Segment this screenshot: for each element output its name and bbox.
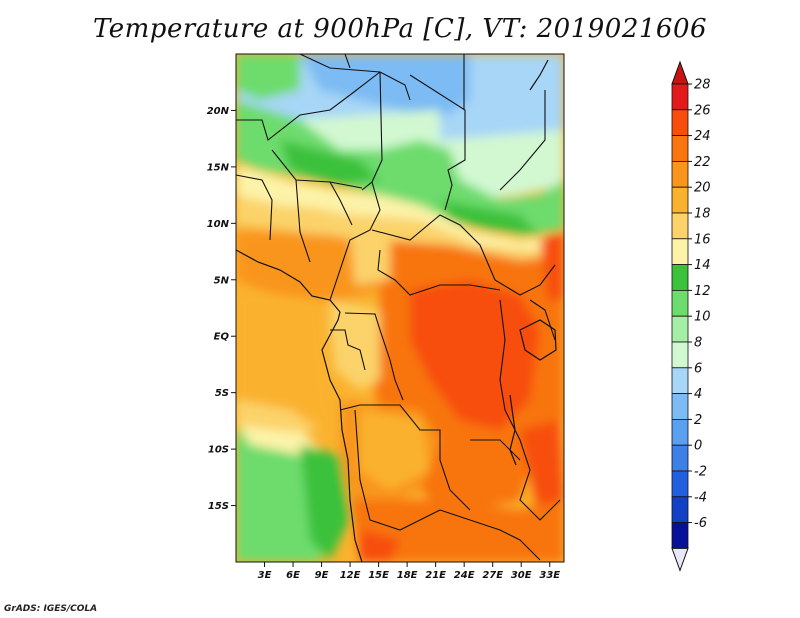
x-tick-label: 6E xyxy=(286,570,300,581)
colorbar-top-arrow xyxy=(671,60,689,85)
colorbar-segment xyxy=(671,341,689,369)
colorbar-bottom-arrow xyxy=(671,547,689,572)
colorbar-segment xyxy=(671,418,689,446)
colorbar-segment xyxy=(671,212,689,240)
colorbar-label: -4 xyxy=(694,490,707,505)
colorbar-label: 24 xyxy=(694,129,711,144)
colorbar-segment xyxy=(671,264,689,291)
colorbar-segment xyxy=(671,109,689,137)
colorbar-label: 2 xyxy=(694,413,702,428)
colorbar-label: 22 xyxy=(694,155,711,170)
x-tick-label: 21E xyxy=(425,570,446,581)
colorbar-segment xyxy=(671,367,689,394)
y-tick-label: 20N xyxy=(207,106,230,117)
colorbar-label: -2 xyxy=(694,465,707,480)
colorbar-segment xyxy=(671,393,689,420)
x-axis-ticks: 3E 6E 9E 12E 15E 18E 21E 24E 27E 30E 33E xyxy=(258,562,560,581)
colorbar-label: 28 xyxy=(694,78,711,93)
x-tick-label: 33E xyxy=(539,570,560,581)
colorbar-segment xyxy=(671,522,689,549)
colorbar-segment xyxy=(671,135,689,162)
colorbar-label: 4 xyxy=(694,387,702,402)
x-tick-label: 15E xyxy=(368,570,389,581)
colorbar-label: 16 xyxy=(694,232,711,247)
colorbar-segment xyxy=(671,238,689,266)
country-boundaries xyxy=(236,54,561,561)
x-tick-label: 24E xyxy=(454,570,475,581)
y-tick-label: EQ xyxy=(214,332,230,343)
colorbar-label: 10 xyxy=(694,310,711,325)
colorbar-label: 12 xyxy=(694,284,711,299)
grads-credit: GrADS: IGES/COLA xyxy=(4,604,98,614)
x-tick-label: 30E xyxy=(511,570,532,581)
y-tick-label: 5S xyxy=(215,388,229,399)
x-tick-label: 18E xyxy=(397,570,418,581)
colorbar-segment xyxy=(671,496,689,523)
y-tick-label: 15S xyxy=(208,501,229,512)
x-tick-label: 3E xyxy=(258,570,272,581)
x-tick-label: 9E xyxy=(315,570,329,581)
x-tick-label: 27E xyxy=(482,570,503,581)
colorbar-label: -6 xyxy=(694,516,707,531)
coastline xyxy=(236,59,557,562)
x-tick-label: 12E xyxy=(340,570,361,581)
y-axis-ticks: 20N 15N 10N 5N EQ 5S 10S 15S xyxy=(207,106,236,512)
colorbar-label: 26 xyxy=(694,103,711,118)
y-tick-label: 10S xyxy=(208,445,229,456)
y-tick-label: 15N xyxy=(207,162,230,173)
colorbar-segment xyxy=(671,444,689,472)
colorbar-label: 0 xyxy=(694,439,702,454)
plot-frame xyxy=(235,53,565,563)
temperature-field xyxy=(236,54,564,562)
colorbar-segment xyxy=(671,83,689,111)
colorbar-label: 8 xyxy=(694,336,702,351)
colorbar-segment xyxy=(671,470,689,498)
chart-title: Temperature at 900hPa [C], VT: 201902160… xyxy=(92,14,708,44)
colorbar-segment xyxy=(671,315,689,343)
colorbar-label: 18 xyxy=(694,207,711,222)
colorbar-segment xyxy=(671,160,689,188)
y-tick-label: 5N xyxy=(214,275,230,286)
colorbar-segment xyxy=(671,289,689,317)
colorbar-label: 20 xyxy=(694,181,711,196)
y-tick-label: 10N xyxy=(207,219,230,230)
colorbar-label: 14 xyxy=(694,258,711,273)
colorbar-label: 6 xyxy=(694,361,702,376)
colorbar-segment xyxy=(671,186,689,214)
